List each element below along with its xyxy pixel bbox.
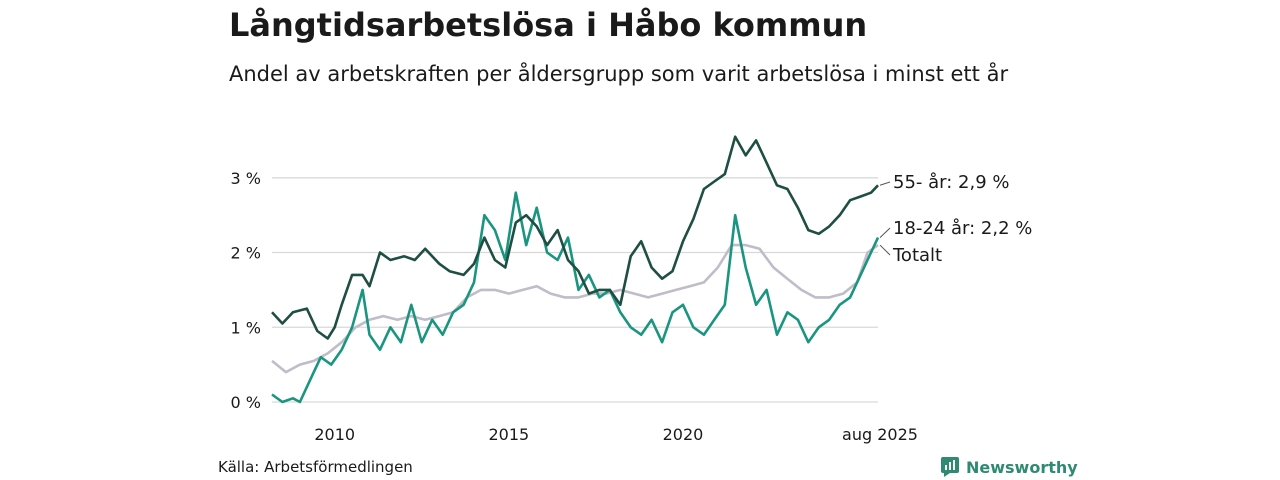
x-axis-ticks: 2010 2015 2020 aug 2025 <box>314 425 918 444</box>
x-tick-label: 2015 <box>488 425 529 444</box>
series-line-total <box>271 243 879 374</box>
y-tick-label: 2 % <box>231 244 261 263</box>
label-connector <box>879 227 891 238</box>
end-labels: 55- år: 2,9 % 18-24 år: 2,2 % Totalt <box>879 172 1032 266</box>
source-note: Källa: Arbetsförmedlingen <box>218 458 413 476</box>
grid-layer <box>272 177 878 403</box>
x-tick-label: aug 2025 <box>842 425 918 444</box>
x-tick-label: 2010 <box>314 425 355 444</box>
y-tick-label: 1 % <box>231 318 261 337</box>
newsworthy-logo-icon <box>941 457 959 477</box>
brand-name: Newsworthy <box>966 457 1078 477</box>
x-tick-label: 2020 <box>663 425 704 444</box>
y-axis-ticks: 0 % 1 % 2 % 3 % <box>231 169 261 412</box>
series-line-s55 <box>271 135 879 340</box>
label-connector <box>879 181 891 186</box>
brand-logo: Newsworthy <box>940 456 1078 478</box>
y-tick-label: 0 % <box>231 393 261 412</box>
label-connector <box>879 244 891 256</box>
series-end-label: Totalt <box>892 245 942 266</box>
y-tick-label: 3 % <box>231 169 261 188</box>
series-end-label: 55- år: 2,9 % <box>893 172 1009 193</box>
chart-title: Långtidsarbetslösa i Håbo kommun <box>229 6 868 44</box>
series-layer <box>271 135 880 404</box>
series-end-label: 18-24 år: 2,2 % <box>893 218 1032 239</box>
chart-subtitle: Andel av arbetskraften per åldersgrupp s… <box>229 62 1009 86</box>
